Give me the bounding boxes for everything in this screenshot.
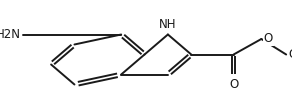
Text: O: O	[229, 78, 238, 91]
Text: H2N: H2N	[0, 28, 21, 41]
Text: NH: NH	[159, 18, 177, 32]
Text: CH3: CH3	[288, 48, 292, 61]
Text: O: O	[264, 32, 273, 46]
